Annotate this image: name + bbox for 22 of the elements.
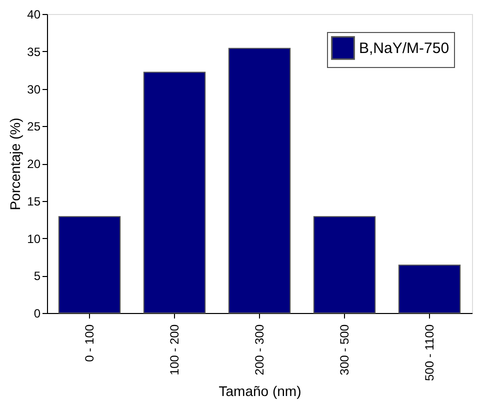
y-tick-label: 40 (27, 8, 41, 22)
x-axis-title: Tamaño (nm) (218, 382, 302, 399)
bar (398, 264, 461, 314)
y-tick-label: 0 (34, 306, 41, 320)
y-tick-label: 20 (27, 157, 41, 171)
bar (58, 216, 121, 314)
x-tick-label: 0 - 100 (82, 324, 96, 362)
x-tick-label: 200 - 300 (252, 324, 266, 376)
bar (143, 72, 206, 314)
x-tick-label: 500 - 1100 (422, 324, 436, 381)
bar (313, 216, 376, 314)
bar (228, 48, 291, 314)
y-tick-label: 35 (27, 44, 41, 59)
y-axis-title: Porcentaje (%) (7, 118, 24, 210)
x-tick-label: 100 - 200 (168, 324, 182, 376)
x-tick-label: 300 - 500 (338, 324, 352, 376)
y-tick-label: 5 (34, 269, 41, 284)
y-tick-label: 15 (27, 194, 41, 208)
y-tick-label: 25 (27, 120, 41, 134)
legend-label: B,NaY/M-750 (359, 40, 450, 57)
y-tick-label: 30 (27, 82, 41, 96)
y-tick-label: 10 (27, 232, 41, 246)
